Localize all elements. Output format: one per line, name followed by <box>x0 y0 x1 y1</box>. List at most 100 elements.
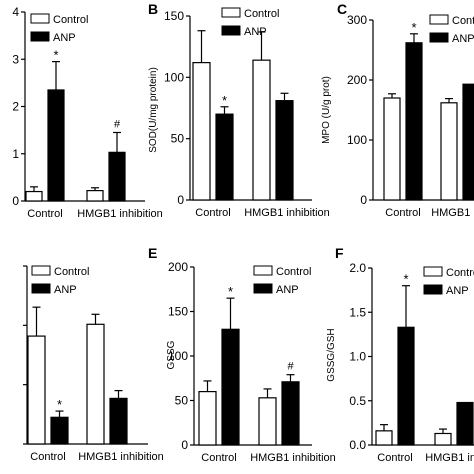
chart-panel: 0 50 100 150 SOD(U/mg protein) B Control HMGB1 … <box>148 1 330 219</box>
x-category-label: Control <box>377 452 412 464</box>
x-category-label: HMGB1 inhibition <box>431 207 474 219</box>
chart-panel: 0 100 200 300 MPO (U/g prot) C Control HMGB1 in… <box>321 1 474 219</box>
y-axis-label: GSSG <box>166 340 177 369</box>
x-category-label: Control <box>27 208 62 220</box>
y-tick-label: 100 <box>168 349 188 363</box>
x-category-label: HMGB1 inhibition <box>78 451 164 463</box>
significance-mark: * <box>228 284 233 299</box>
bar-control <box>86 190 104 202</box>
bar-anp <box>405 42 423 201</box>
x-category-label: Control <box>30 451 65 463</box>
y-axis-label: GSSG/GSH <box>326 328 337 381</box>
legend-label: ANP <box>54 284 77 296</box>
bar-anp <box>47 89 65 202</box>
legend-label: Control <box>54 266 89 278</box>
bar-control <box>375 430 393 446</box>
bar-control <box>440 102 458 201</box>
bar-anp <box>50 416 69 445</box>
legend-swatch <box>253 265 273 276</box>
legend-label: Control <box>446 267 474 279</box>
legend-label: ANP <box>276 284 299 296</box>
bar-anp <box>456 401 474 446</box>
y-tick-label: 150 <box>164 9 184 23</box>
significance-mark: # <box>114 118 121 130</box>
significance-mark: * <box>222 93 227 108</box>
chart-panel: 0 1 2 3 4 Control HMGB1 inhibition * # Control ANP <box>12 5 162 220</box>
x-category-label: HMGB1 inhibition <box>244 207 330 219</box>
y-tick-label: 0.5 <box>349 394 366 408</box>
chart-panel: 0 50 100 150 200 GSSG E Control HMGB1 inhibition… <box>148 245 336 464</box>
legend-label: ANP <box>244 26 267 38</box>
x-category-label: Control <box>195 207 230 219</box>
bar-control <box>258 397 277 446</box>
chart-panel: Control HMGB1 inhibition * Control ANP <box>23 265 164 463</box>
x-category-label: HMGB1 inhibition <box>425 452 474 464</box>
bar-anp <box>397 326 415 446</box>
bar-anp <box>108 151 126 202</box>
bar-anp <box>221 328 240 446</box>
bar-control <box>25 190 43 202</box>
significance-mark: * <box>403 272 408 287</box>
legend-swatch <box>429 32 449 43</box>
legend-swatch <box>31 265 51 276</box>
legend-swatch <box>30 31 50 42</box>
y-tick-label: 300 <box>347 13 367 27</box>
bar-control <box>252 59 271 201</box>
significance-mark: * <box>411 20 416 35</box>
legend-label: ANP <box>452 33 474 45</box>
legend-swatch <box>253 283 273 294</box>
bar-anp <box>215 113 234 201</box>
significance-mark: * <box>57 397 62 412</box>
x-category-label: Control <box>201 452 236 464</box>
legend-label: Control <box>276 266 311 278</box>
bar-control <box>27 335 46 445</box>
panel-letter: B <box>148 1 158 17</box>
y-tick-label: 0 <box>360 193 367 207</box>
legend-label: ANP <box>446 285 469 297</box>
legend-swatch <box>221 25 241 36</box>
y-axis-label: MPO (U/g prot) <box>321 76 332 144</box>
bar-anp <box>109 397 128 445</box>
bar-control <box>198 391 217 446</box>
legend-swatch <box>30 13 50 24</box>
bar-anp <box>462 83 474 201</box>
bar-control <box>434 432 452 446</box>
y-tick-label: 4 <box>12 5 19 19</box>
legend-swatch <box>429 14 449 25</box>
y-tick-label: 2.0 <box>349 261 366 275</box>
legend-label: Control <box>53 14 88 26</box>
y-tick-label: 150 <box>168 305 188 319</box>
y-tick-label: 0 <box>181 438 188 452</box>
y-tick-label: 50 <box>171 132 185 146</box>
y-tick-label: 0 <box>177 193 184 207</box>
y-tick-label: 50 <box>175 394 189 408</box>
legend-label: Control <box>244 8 279 20</box>
panel-letter: F <box>335 245 344 261</box>
y-tick-label: 1.5 <box>349 305 366 319</box>
y-axis-label: SOD(U/mg protein) <box>148 67 159 153</box>
bar-control <box>192 62 211 201</box>
legend-swatch <box>423 284 443 295</box>
panel-letter: E <box>148 245 157 261</box>
legend-label: Control <box>452 15 474 27</box>
x-category-label: Control <box>385 207 420 219</box>
y-tick-label: 200 <box>347 73 367 87</box>
y-tick-label: 1 <box>12 147 19 161</box>
significance-mark: * <box>53 48 58 63</box>
chart-panel: 0.0 0.5 1.0 1.5 2.0 GSSG/GSH F Control HMGB1 inh… <box>326 245 474 464</box>
legend-label: ANP <box>53 32 76 44</box>
legend-swatch <box>423 266 443 277</box>
bar-anp <box>275 100 294 201</box>
legend-swatch <box>221 7 241 18</box>
x-category-label: HMGB1 inhibition <box>250 452 336 464</box>
bar-control <box>383 97 401 201</box>
y-tick-label: 200 <box>168 260 188 274</box>
y-tick-label: 100 <box>347 133 367 147</box>
bar-control <box>86 323 105 445</box>
y-tick-label: 3 <box>12 52 19 66</box>
x-category-label: HMGB1 inhibition <box>77 208 163 220</box>
y-tick-label: 0.0 <box>349 438 366 452</box>
bar-anp <box>281 381 300 446</box>
panel-letter: C <box>337 1 347 17</box>
